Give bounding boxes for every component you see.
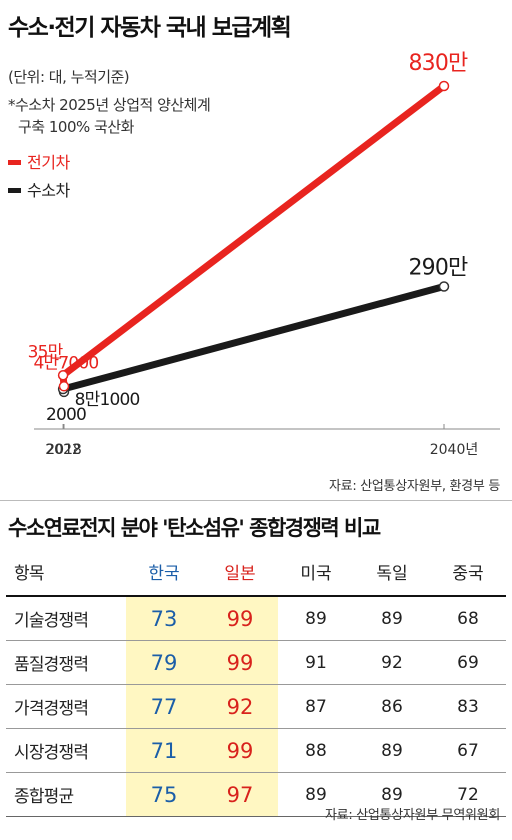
cell-japan: 92	[202, 684, 278, 729]
data-label-electric: 35만	[28, 342, 64, 362]
legend-label-electric: 전기차	[27, 153, 70, 172]
cell-japan: 99	[202, 596, 278, 641]
row-label: 기술경쟁력	[6, 596, 126, 641]
section-divider	[0, 500, 512, 501]
cell-korea: 75	[126, 772, 202, 817]
row-label: 시장경쟁력	[6, 728, 126, 773]
table-source: 자료: 산업통상자원부 무역위원회	[325, 808, 500, 823]
x-tick-label: 2040년	[430, 442, 479, 458]
table-row: 가격경쟁력 77 92 87 86 83	[6, 684, 506, 729]
header-germany: 독일	[354, 548, 430, 597]
row-label: 품질경쟁력	[6, 640, 126, 685]
data-label-hydrogen: 290만	[408, 255, 468, 280]
legend-item-electric: 전기차	[8, 149, 70, 173]
point-electric	[58, 381, 70, 392]
cell-korea: 79	[126, 640, 202, 685]
table-row: 기술경쟁력 73 99 89 89 68	[6, 596, 506, 641]
x-tick-label: 2022	[45, 442, 81, 458]
cell-japan: 97	[202, 772, 278, 817]
series-line-hydrogen	[58, 282, 448, 396]
header-usa: 미국	[278, 548, 354, 597]
cell-germany: 89	[354, 596, 430, 641]
legend-label-hydrogen: 수소차	[27, 181, 70, 200]
legend-swatch-hydrogen	[8, 188, 21, 193]
table-row: 시장경쟁력 71 99 88 89 67	[6, 728, 506, 773]
table-title: 수소연료전지 분야 '탄소섬유' 종합경쟁력 비교	[8, 516, 381, 540]
cell-germany: 89	[354, 772, 430, 817]
x-tick-label: 2018	[46, 442, 82, 458]
cell-usa: 88	[278, 728, 354, 773]
cell-usa: 87	[278, 684, 354, 729]
cell-germany: 92	[354, 640, 430, 685]
cell-germany: 89	[354, 728, 430, 773]
comparison-table: 항목 한국 일본 미국 독일 중국 기술경쟁력 73 99 89 89 68 품…	[6, 548, 506, 817]
table-row: 종합평균 75 97 89 89 72	[6, 772, 506, 817]
point-electric	[438, 80, 450, 92]
chart-title: 수소·전기 자동차 국내 보급계획	[8, 15, 292, 41]
cell-china: 67	[430, 728, 506, 773]
cell-korea: 71	[126, 728, 202, 773]
cell-korea: 73	[126, 596, 202, 641]
cell-china: 68	[430, 596, 506, 641]
row-label: 종합평균	[6, 772, 126, 817]
data-label-electric: 4만7000	[34, 353, 99, 373]
data-label-electric: 830만	[408, 51, 468, 76]
cell-china: 83	[430, 684, 506, 729]
cell-korea: 77	[126, 684, 202, 729]
legend-item-hydrogen: 수소차	[8, 177, 70, 201]
cell-usa: 91	[278, 640, 354, 685]
unit-note: (단위: 대, 누적기준)	[8, 68, 130, 86]
header-item: 항목	[6, 548, 126, 597]
cell-usa: 89	[278, 596, 354, 641]
legend-swatch-electric	[8, 160, 21, 165]
header-china: 중국	[430, 548, 506, 597]
footnote-line-1: *수소차 2025년 상업적 양산체계	[8, 96, 211, 114]
point-electric	[57, 370, 69, 381]
table-header-row: 항목 한국 일본 미국 독일 중국	[6, 548, 506, 597]
footnote-line-2: 구축 100% 국산화	[18, 118, 134, 136]
header-japan: 일본	[202, 548, 278, 597]
cell-china: 69	[430, 640, 506, 685]
cell-germany: 86	[354, 684, 430, 729]
cell-japan: 99	[202, 640, 278, 685]
point-hydrogen	[438, 281, 450, 292]
cell-japan: 99	[202, 728, 278, 773]
data-label-hydrogen: 2000	[46, 405, 86, 425]
row-label: 가격경쟁력	[6, 684, 126, 729]
footnote: *수소차 2025년 상업적 양산체계 구축 100% 국산화	[8, 94, 211, 138]
chart-source: 자료: 산업통상자원부, 환경부 등	[329, 479, 500, 494]
header-korea: 한국	[126, 548, 202, 597]
cell-usa: 89	[278, 772, 354, 817]
table-row: 품질경쟁력 79 99 91 92 69	[6, 640, 506, 685]
cell-china: 72	[430, 772, 506, 817]
data-label-hydrogen: 8만1000	[75, 390, 140, 410]
